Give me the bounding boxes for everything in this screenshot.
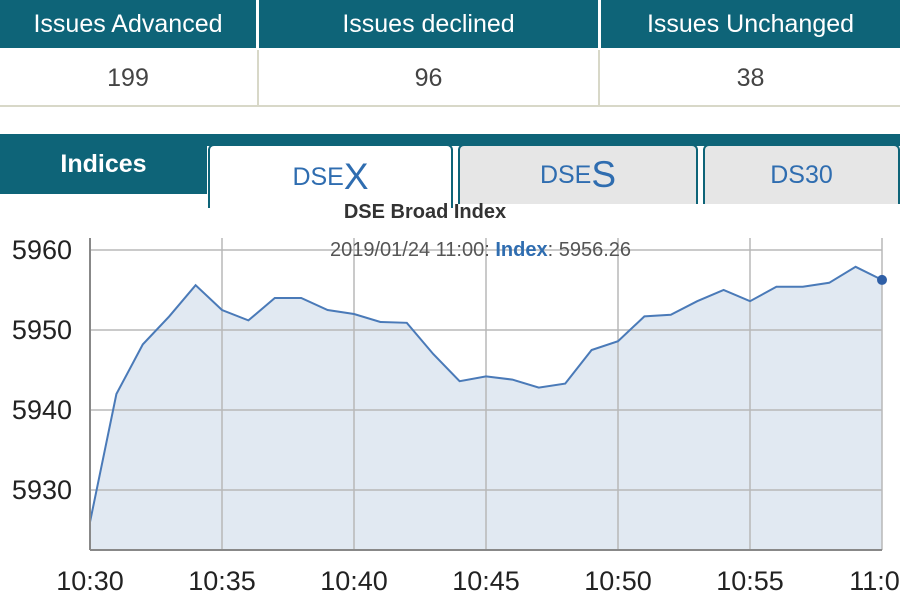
y-tick-label: 5960 (12, 235, 72, 265)
tab-dses[interactable]: DSE S (458, 144, 698, 204)
x-tick-label: 10:40 (320, 566, 388, 596)
y-tick-labels: 5930 5940 5950 5960 (12, 235, 72, 505)
chart-title: DSE Broad Index (344, 201, 506, 223)
x-tick-label: 10:45 (452, 566, 520, 596)
issues-declined-value: 96 (259, 50, 598, 106)
y-tick-label: 5930 (12, 475, 72, 505)
issues-unchanged-header: Issues Unchanged (601, 0, 900, 48)
issues-advanced-value: 199 (0, 50, 256, 106)
table-bottom-border (0, 105, 900, 107)
tooltip-time: 2019/01/24 11:00 (330, 239, 484, 261)
tooltip-separator: : (548, 239, 559, 261)
tooltip-series-label: Index (495, 239, 547, 261)
issues-advanced-header: Issues Advanced (0, 0, 256, 48)
series-line (89, 265, 883, 523)
tab-dses-prefix: DSE (539, 160, 592, 189)
issues-unchanged-value: 38 (601, 50, 900, 106)
tooltip-value: 5956.26 (559, 239, 631, 261)
chart-grid (89, 238, 883, 550)
tab-dses-letter: S (591, 154, 617, 195)
tab-dsex-prefix: DSE (292, 162, 344, 191)
x-tick-label: 10:35 (188, 566, 256, 596)
x-tick-label: 11:00 (849, 566, 900, 596)
x-tick-label: 10:55 (716, 566, 784, 596)
tab-dsex[interactable]: DSE X (208, 144, 453, 208)
chart-axes (89, 238, 882, 551)
last-data-point[interactable] (877, 274, 887, 285)
issues-table: Issues Advanced Issues declined Issues U… (0, 0, 900, 107)
index-tabbar: Indices DSE X DSE S DS30 (0, 134, 900, 208)
tab-dsex-letter: X (343, 156, 369, 197)
y-tick-label: 5940 (12, 395, 72, 425)
column-divider (598, 50, 600, 106)
column-divider (257, 50, 259, 106)
x-tick-labels: 10:30 10:35 10:40 10:45 10:50 10:55 11:00 (56, 566, 900, 596)
tab-ds30[interactable]: DS30 (703, 144, 900, 204)
tooltip-separator: : (484, 239, 495, 261)
y-tick-label: 5950 (12, 315, 72, 345)
tabbar-strip (0, 134, 900, 146)
x-tick-label: 10:30 (56, 566, 124, 596)
issues-declined-header: Issues declined (259, 0, 598, 48)
chart-tooltip: 2019/01/24 11:00: Index: 5956.26 (330, 239, 631, 261)
indices-label: Indices (0, 134, 207, 194)
x-tick-label: 10:50 (584, 566, 652, 596)
